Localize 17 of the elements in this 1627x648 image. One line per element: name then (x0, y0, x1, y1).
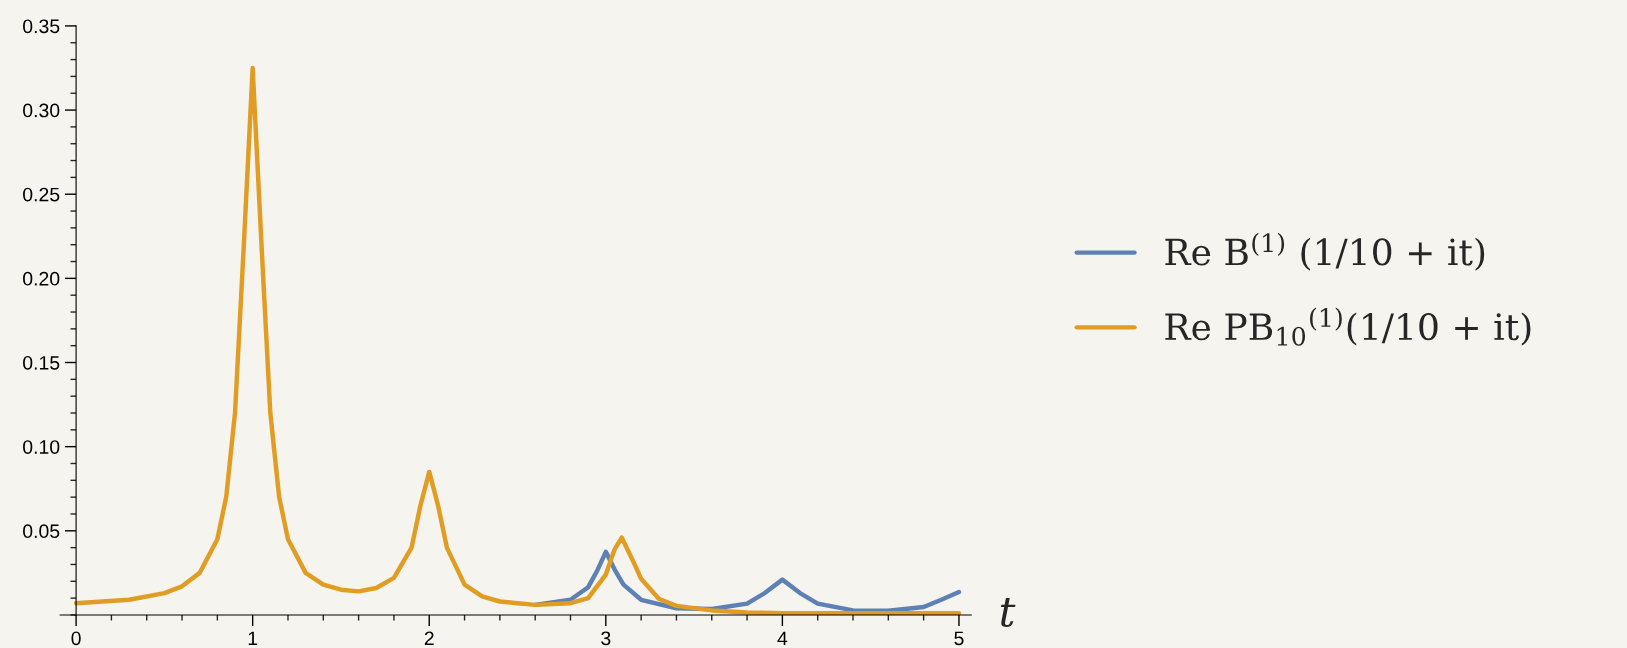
x-tick-label: 1 (248, 631, 258, 646)
x-tick-label: 5 (954, 631, 964, 646)
y-tick-label: 0.25 (23, 187, 60, 202)
y-tick-label: 0.15 (23, 355, 60, 370)
legend-label: Re B$^{(1)}$ (1/10 + it) (1165, 232, 1485, 271)
y-tick-label: 0.05 (23, 524, 60, 539)
x-tick-label: 0 (71, 631, 81, 646)
y-tick-label: 0.20 (23, 271, 60, 286)
x-tick-label: 2 (424, 631, 434, 646)
x-tick-label: 4 (777, 631, 788, 646)
y-tick-label: 0.30 (23, 103, 60, 118)
x-tick-label: 3 (601, 631, 611, 646)
legend-label: Re PB$_{10}$$^{(1)}$(1/10 + it) (1165, 307, 1531, 346)
y-tick-label: 0.35 (23, 19, 60, 34)
x-axis-title: t (1000, 598, 1016, 628)
y-tick-label: 0.10 (23, 440, 60, 454)
line-series (73, 65, 962, 615)
